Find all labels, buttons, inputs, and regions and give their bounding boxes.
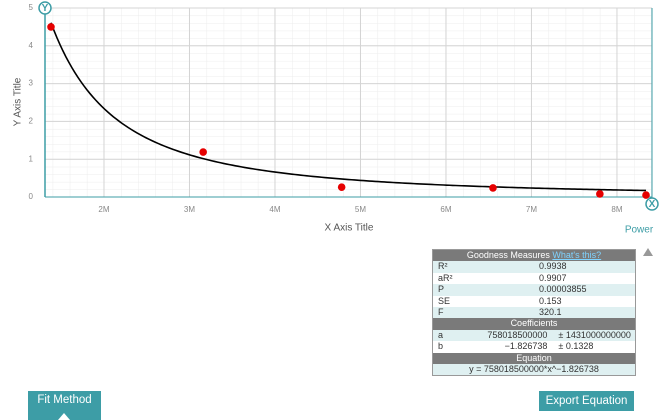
measure-value: 0.9938	[539, 261, 567, 272]
header-title: Coefficients	[510, 318, 558, 329]
coefficient-row: a 758018500000 ± 1431000000000	[433, 329, 635, 342]
coefficient-error: ± 1431000000000	[558, 329, 631, 340]
y-tick-label: 5	[29, 3, 34, 12]
y-tick-label: 2	[29, 117, 34, 126]
axis-button[interactable]: Y	[38, 1, 52, 15]
measure-row: R² 0.9938	[433, 261, 635, 273]
fit-curve	[50, 22, 647, 192]
collapse-arrow[interactable]	[643, 248, 653, 256]
measure-row: F 320.1	[433, 306, 635, 319]
x-tick-label: 8M	[611, 205, 622, 214]
coefficients: a 758018500000 ± 1431000000000 b −1.826738 ± …	[433, 329, 635, 353]
x-axis-title: X Axis Title	[325, 223, 374, 234]
coefficient-row: b −1.826738 ± 0.1328	[433, 341, 635, 352]
axis-button[interactable]: X	[645, 197, 659, 211]
measure-row: aR² 0.9907	[433, 273, 635, 284]
header-title: Goodness Measures	[466, 250, 550, 260]
measure-name: F	[438, 306, 444, 317]
y-axis-title: Y Axis Title	[13, 77, 24, 126]
measure-name: P	[438, 284, 445, 295]
coefficient-name: b	[438, 341, 444, 352]
measure-value: 0.153	[539, 295, 562, 306]
point	[199, 148, 207, 156]
axis-button-label: X	[649, 199, 656, 210]
measure-name: SE	[438, 295, 451, 306]
coefficient-value: 758018500000	[487, 329, 548, 340]
measure-row: SE 0.153	[433, 296, 635, 307]
measure-row: P 0.00003855	[433, 284, 635, 296]
goodness-table: Goodness Measures What's this? R² 0.9938 aR…	[432, 249, 636, 377]
axis-button-label: Y	[42, 3, 49, 14]
x-tick-label: 4M	[269, 205, 280, 214]
coefficient-error: ± 0.1328	[558, 341, 594, 352]
y-tick-label: 4	[29, 41, 34, 50]
y-tick-label: 1	[29, 154, 34, 163]
measure-value: 0.9907	[539, 272, 567, 283]
table-header: Equation	[433, 352, 635, 364]
point	[337, 183, 346, 191]
fit-method-button[interactable]: Fit Method	[28, 391, 101, 420]
plot-area	[45, 8, 652, 197]
x-tick-label: 2M	[98, 205, 109, 214]
chart: X Axis Title Y Axis Title Power 0 1 2 3 4 5 2M…	[13, 1, 659, 256]
measure-value: 0.00003855	[539, 284, 587, 295]
x-tick-label: 6M	[440, 205, 451, 214]
y-tick-label: 3	[29, 79, 34, 88]
point	[642, 191, 650, 199]
header-title: Equation	[516, 352, 552, 363]
axis-button-circle	[38, 1, 52, 15]
x-tick-label: 3M	[184, 205, 195, 214]
equation: y = 758018500000*x^−1.826738	[469, 363, 599, 374]
fit-name: Power	[625, 225, 654, 236]
y-tick-label: 0	[29, 192, 34, 201]
measure-value: 320.1	[539, 306, 562, 317]
point	[47, 23, 55, 31]
coefficient-name: a	[438, 329, 444, 340]
export-button[interactable]: Export Equation	[539, 391, 634, 411]
table-header: Coefficients	[433, 318, 635, 330]
measure-name: R²	[438, 261, 448, 272]
button-arrow	[58, 413, 70, 420]
x-tick-label: 5M	[355, 205, 366, 214]
x-tick-label: 7M	[526, 205, 537, 214]
point	[596, 190, 604, 198]
point	[489, 184, 497, 192]
equation-row: y = 758018500000*x^−1.826738	[433, 363, 635, 376]
coefficient-value: −1.826738	[504, 341, 548, 352]
help-link[interactable]: What's this?	[552, 250, 602, 260]
measure-name: aR²	[438, 272, 453, 283]
button-label: Fit Method	[37, 394, 92, 406]
axis-button-circle	[645, 197, 659, 211]
measures: R² 0.9938 aR² 0.9907 P 0.00003855 SE 0.153 F 320.…	[433, 261, 635, 319]
table-header: Goodness Measures What's this?	[433, 250, 635, 262]
